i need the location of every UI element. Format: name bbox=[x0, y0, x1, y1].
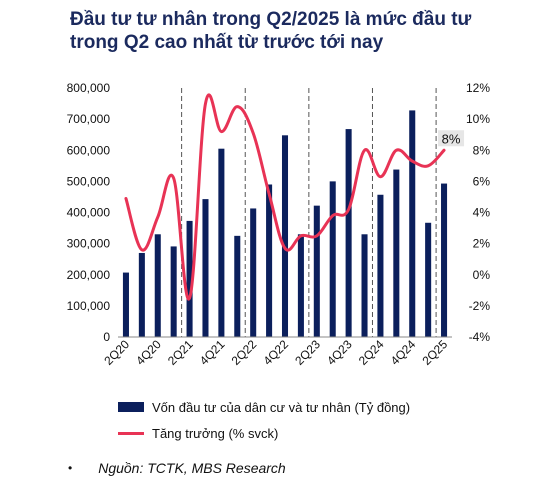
y-left-tick-label: 500,000 bbox=[67, 174, 111, 188]
y-left-tick-label: 400,000 bbox=[67, 206, 111, 220]
y-left-tick-label: 100,000 bbox=[67, 299, 111, 313]
x-tick-label: 2Q24 bbox=[356, 337, 387, 368]
bar-1Q22 bbox=[234, 235, 241, 337]
annotation-label: 8% bbox=[442, 131, 461, 146]
line-series bbox=[124, 93, 446, 301]
bar-1Q25 bbox=[425, 222, 432, 337]
bar-4Q22 bbox=[281, 135, 289, 337]
y-right-tick-label: -4% bbox=[469, 330, 491, 344]
bar-3Q23 bbox=[329, 181, 336, 337]
y-right-tick-label: 2% bbox=[473, 237, 491, 251]
source-text: Nguồn: TCTK, MBS Research bbox=[98, 460, 286, 476]
bar-1Q21 bbox=[170, 246, 177, 337]
y-left-tick-label: 200,000 bbox=[67, 268, 111, 282]
bar-1Q24 bbox=[361, 234, 368, 337]
y-right-tick-label: 4% bbox=[473, 206, 491, 220]
x-tick-label: 4Q20 bbox=[133, 337, 164, 368]
bar-2Q24 bbox=[377, 194, 384, 337]
x-tick-label: 2Q25 bbox=[420, 337, 451, 368]
bar-2Q23 bbox=[313, 205, 320, 337]
bar-4Q21 bbox=[218, 148, 225, 337]
source-note: • Nguồn: TCTK, MBS Research bbox=[68, 460, 286, 476]
year-dividers bbox=[181, 88, 437, 337]
growth-line bbox=[124, 93, 446, 301]
chart-title: Đầu tư tư nhân trong Q2/2025 là mức đầu … bbox=[70, 8, 530, 54]
y-left-tick-label: 600,000 bbox=[67, 143, 111, 157]
bar-2Q22 bbox=[250, 208, 257, 337]
bar-2Q21 bbox=[186, 220, 193, 337]
source-bullet: • bbox=[68, 461, 73, 475]
y-right-tick-label: 6% bbox=[473, 174, 491, 188]
x-tick-label: 4Q23 bbox=[324, 337, 355, 368]
x-tick-label: 4Q22 bbox=[260, 337, 291, 368]
y-left-tick-label: 700,000 bbox=[67, 112, 111, 126]
legend-item-line: Tăng trưởng (% svck) bbox=[118, 424, 278, 442]
bar-2Q20 bbox=[122, 272, 129, 337]
bar-3Q24 bbox=[393, 169, 400, 337]
legend-item-bars: Vốn đầu tư của dân cư và tư nhân (Tỷ đồn… bbox=[118, 398, 410, 416]
bar-2Q25 bbox=[441, 183, 448, 337]
legend-line-label: Tăng trưởng (% svck) bbox=[152, 425, 279, 441]
y-right-tick-label: 0% bbox=[473, 268, 491, 282]
legend-bar-swatch bbox=[118, 402, 144, 412]
bar-3Q22 bbox=[266, 184, 273, 337]
x-tick-label: 4Q24 bbox=[388, 337, 419, 368]
bar-3Q20 bbox=[138, 252, 145, 337]
x-tick-label: 2Q21 bbox=[165, 337, 196, 368]
y-right-tick-label: 8% bbox=[473, 143, 491, 157]
y-left-tick-label: 0 bbox=[103, 330, 110, 344]
x-tick-label: 4Q21 bbox=[197, 337, 228, 368]
annotations: 8% bbox=[438, 130, 465, 147]
bar-1Q23 bbox=[297, 234, 304, 337]
bar-4Q23 bbox=[345, 129, 352, 337]
bar-4Q24 bbox=[409, 110, 416, 337]
x-tick-label: 2Q22 bbox=[229, 337, 260, 368]
y-left-tick-label: 800,000 bbox=[67, 81, 111, 95]
y-left-tick-label: 300,000 bbox=[67, 237, 111, 251]
bar-4Q20 bbox=[154, 234, 161, 337]
chart-title-line-2: trong Q2 cao nhất từ trước tới nay bbox=[70, 32, 384, 53]
x-tick-label: 2Q23 bbox=[292, 337, 323, 368]
annotation-box bbox=[438, 130, 465, 147]
y-right-tick-label: 10% bbox=[466, 112, 490, 126]
legend-bar-label: Vốn đầu tư của dân cư và tư nhân (Tỷ đồn… bbox=[152, 399, 411, 415]
chart-title-line-1: Đầu tư tư nhân trong Q2/2025 là mức đầu … bbox=[70, 9, 472, 30]
bar-series bbox=[122, 110, 448, 337]
y-right-tick-label: 12% bbox=[466, 81, 490, 95]
bar-3Q21 bbox=[202, 199, 209, 337]
legend-line-swatch bbox=[118, 431, 144, 435]
y-right-tick-label: -2% bbox=[469, 299, 491, 313]
